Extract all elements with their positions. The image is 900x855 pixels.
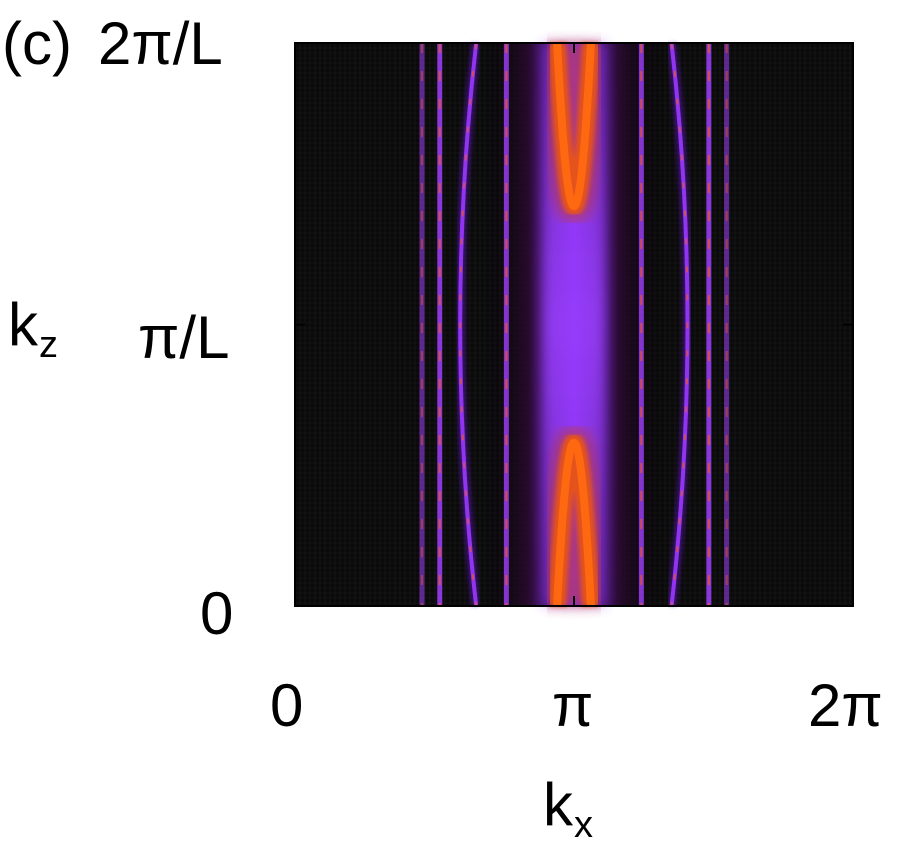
x-axis-label-main: k — [543, 771, 573, 838]
panel-label: (c) — [2, 10, 72, 77]
y-axis-label-subscript: z — [39, 324, 58, 366]
band-curve-1 — [666, 42, 693, 607]
x-tick-label-right: 2π — [808, 672, 883, 739]
orange-arc-0 — [540, 425, 608, 607]
x-tick-label-middle: π — [552, 672, 594, 739]
x-axis-label-subscript: x — [574, 804, 593, 846]
y-tick-label-top: 2π/L — [98, 10, 223, 77]
tick-marks — [294, 42, 854, 607]
y-tick-label-middle: π/L — [138, 304, 230, 371]
band-curve-0 — [455, 42, 482, 607]
orange-arc-1 — [540, 42, 608, 224]
x-axis-label: kx — [543, 775, 593, 845]
y-axis-label: kz — [8, 295, 58, 365]
y-tick-label-bottom: 0 — [200, 580, 234, 647]
y-axis-label-main: k — [8, 291, 38, 358]
x-tick-label-left: 0 — [270, 672, 304, 739]
